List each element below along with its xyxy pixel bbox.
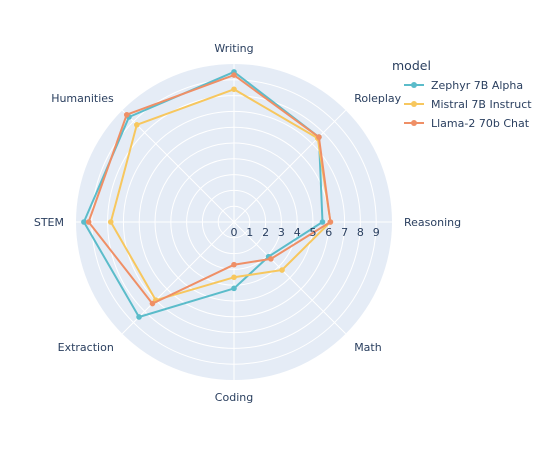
series-point [123, 111, 130, 118]
series-point [231, 261, 237, 268]
radial-tick-label: 9 [373, 226, 380, 239]
radial-tick-label: 2 [262, 226, 269, 239]
radial-tick-label: 3 [278, 226, 285, 239]
axis-label-writing: Writing [214, 42, 253, 55]
series-point [316, 134, 322, 140]
legend-items: Zephyr 7B Alpha Mistral 7B Instruct Llama-… [404, 79, 532, 130]
legend-title: model [392, 58, 431, 73]
series-layer [81, 69, 334, 320]
axis-label-humanities: Humanities [51, 92, 114, 105]
grid-spoke [233, 221, 347, 335]
legend-label: Zephyr 7B Alpha [431, 79, 523, 92]
series-point [231, 274, 237, 281]
series-point [85, 219, 92, 225]
series-point [107, 219, 114, 225]
legend-item[interactable]: Llama-2 70b Chat [404, 117, 530, 130]
angular-axis-labels: Writing Roleplay Reasoning Math Coding Extrac… [34, 42, 461, 404]
axis-label-roleplay: Roleplay [354, 92, 401, 105]
legend-item[interactable]: Mistral 7B Instruct [404, 98, 532, 111]
series-point [136, 314, 142, 320]
series-llama-2-70b-chat [85, 72, 334, 307]
series-point [231, 285, 237, 292]
grid-spoke [121, 109, 235, 223]
series-point [231, 72, 237, 78]
polar-grid [76, 64, 392, 380]
series-point [319, 219, 326, 225]
radial-tick-label: 8 [357, 226, 364, 239]
radial-tick-label: 0 [231, 226, 238, 239]
axis-label-stem: STEM [34, 216, 64, 229]
series-point [279, 267, 285, 273]
series-point [134, 122, 140, 128]
legend-item[interactable]: Zephyr 7B Alpha [404, 79, 523, 92]
axis-label-reasoning: Reasoning [404, 216, 461, 229]
series-point [327, 219, 334, 225]
series-point [231, 86, 237, 93]
radial-tick-label: 6 [325, 226, 332, 239]
series-point [81, 219, 87, 225]
legend-swatch-marker [411, 120, 417, 126]
legend-label: Llama-2 70b Chat [431, 117, 530, 130]
axis-label-coding: Coding [215, 391, 253, 404]
axis-label-extraction: Extraction [58, 341, 114, 354]
axis-label-math: Math [354, 341, 382, 354]
radial-tick-label: 7 [341, 226, 348, 239]
radial-tick-label: 1 [246, 226, 253, 239]
series-point [268, 256, 274, 262]
legend: model Zephyr 7B Alpha Mistral 7B Instruct… [392, 58, 532, 130]
legend-swatch-marker [411, 82, 417, 88]
grid-spoke [233, 109, 347, 223]
radial-tick-label: 5 [310, 226, 317, 239]
radial-tick-label: 4 [294, 226, 301, 239]
series-point [149, 300, 156, 307]
legend-swatch-marker [411, 101, 417, 107]
legend-label: Mistral 7B Instruct [431, 98, 532, 111]
